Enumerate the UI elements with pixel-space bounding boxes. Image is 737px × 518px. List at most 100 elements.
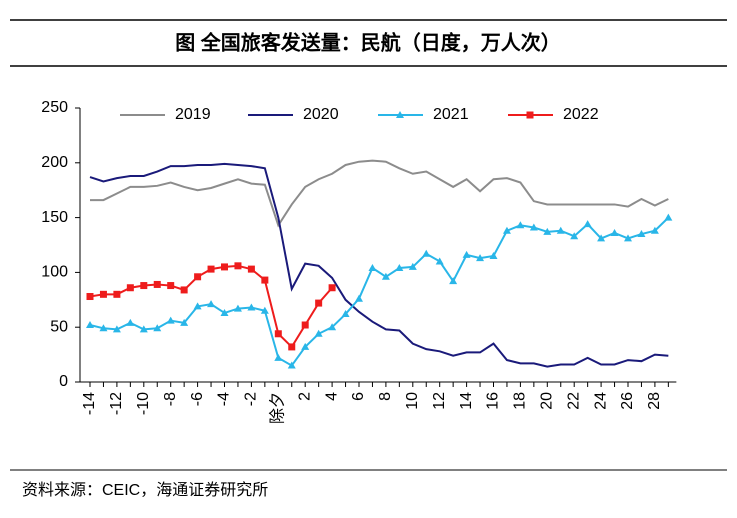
- point: [341, 310, 350, 318]
- point: [153, 324, 162, 332]
- point: [314, 329, 323, 337]
- point: [207, 300, 216, 308]
- point: [180, 318, 189, 326]
- legend-marker: [526, 111, 534, 119]
- point: [597, 234, 606, 242]
- point: [664, 213, 673, 221]
- point: [167, 282, 175, 290]
- point: [301, 342, 310, 350]
- y-tick-label: 50: [50, 318, 68, 335]
- point: [126, 318, 135, 326]
- point: [86, 293, 94, 301]
- legend-label: 2019: [175, 106, 211, 123]
- point: [247, 265, 255, 273]
- legend-label: 2021: [433, 106, 469, 123]
- x-tick-label: 4: [323, 392, 340, 401]
- point: [502, 226, 511, 234]
- point: [624, 234, 632, 242]
- point: [476, 254, 485, 262]
- point: [139, 325, 148, 333]
- point: [207, 265, 215, 273]
- point: [260, 306, 269, 314]
- legend-label: 2020: [303, 106, 339, 123]
- x-tick-label: -12: [108, 392, 125, 415]
- point: [435, 257, 444, 265]
- y-tick-label: 250: [41, 99, 68, 116]
- point: [193, 302, 202, 310]
- point: [126, 284, 134, 292]
- point: [395, 264, 404, 272]
- x-tick-label: -6: [189, 392, 206, 406]
- source: 资料来源：CEIC，海通证券研究所: [22, 481, 268, 499]
- point: [543, 227, 552, 235]
- point: [489, 251, 498, 259]
- y-tick-label: 100: [41, 264, 68, 281]
- point: [221, 263, 228, 271]
- y-tick-label: 200: [41, 154, 68, 171]
- series-line: [89, 216, 670, 367]
- x-tick-label: 26: [619, 392, 636, 410]
- point: [355, 294, 363, 302]
- point: [113, 290, 121, 298]
- point: [637, 230, 646, 238]
- point: [328, 323, 337, 331]
- series-line: [89, 162, 669, 368]
- point: [153, 280, 161, 288]
- x-tick-label: -4: [216, 392, 233, 406]
- x-tick-label: 12: [431, 392, 448, 410]
- point: [449, 277, 458, 285]
- x-tick-label: -14: [81, 392, 98, 415]
- x-tick-label: -2: [243, 392, 260, 406]
- point: [86, 321, 94, 329]
- point: [328, 284, 336, 292]
- x-tick-label: 6: [350, 392, 367, 401]
- point: [99, 324, 108, 332]
- point: [112, 325, 121, 333]
- x-tick-label: 16: [485, 392, 502, 410]
- legend-label: 2022: [563, 106, 599, 123]
- point: [166, 316, 175, 324]
- point: [233, 304, 242, 312]
- point: [261, 276, 269, 284]
- point: [315, 299, 323, 307]
- point: [408, 262, 417, 270]
- x-tick-label: 18: [512, 392, 529, 410]
- x-tick-label: 除夕: [269, 392, 287, 424]
- point: [194, 273, 202, 281]
- x-tick-label: -8: [162, 392, 179, 406]
- x-tick-label: 8: [377, 392, 394, 401]
- point: [529, 223, 538, 231]
- y-tick-label: 0: [59, 373, 68, 390]
- point: [99, 290, 107, 298]
- point: [422, 249, 431, 257]
- x-tick-label: 22: [565, 392, 582, 410]
- point: [180, 286, 188, 294]
- x-tick-label: 20: [539, 392, 556, 410]
- x-tick-label: 10: [404, 392, 421, 410]
- x-tick-label: 24: [592, 392, 609, 410]
- point: [650, 226, 659, 234]
- point: [368, 264, 377, 272]
- x-tick-label: 14: [458, 392, 475, 410]
- point: [556, 226, 565, 234]
- point: [247, 303, 256, 311]
- point: [274, 353, 283, 361]
- x-tick-label: 28: [646, 392, 663, 410]
- point: [274, 330, 282, 338]
- point: [462, 250, 471, 258]
- point: [287, 361, 296, 369]
- x-tick-label: -10: [135, 392, 152, 415]
- chart-title: 图 全国旅客发送量：民航（日度，万人次）: [175, 30, 561, 54]
- point: [288, 343, 296, 351]
- point: [140, 282, 148, 290]
- point: [570, 232, 579, 240]
- point: [220, 308, 229, 316]
- point: [610, 228, 619, 236]
- point: [234, 262, 242, 270]
- legend-marker: [396, 111, 404, 118]
- point: [516, 221, 525, 229]
- point: [381, 272, 390, 280]
- x-tick-label: 2: [296, 392, 313, 401]
- y-tick-label: 150: [41, 209, 68, 226]
